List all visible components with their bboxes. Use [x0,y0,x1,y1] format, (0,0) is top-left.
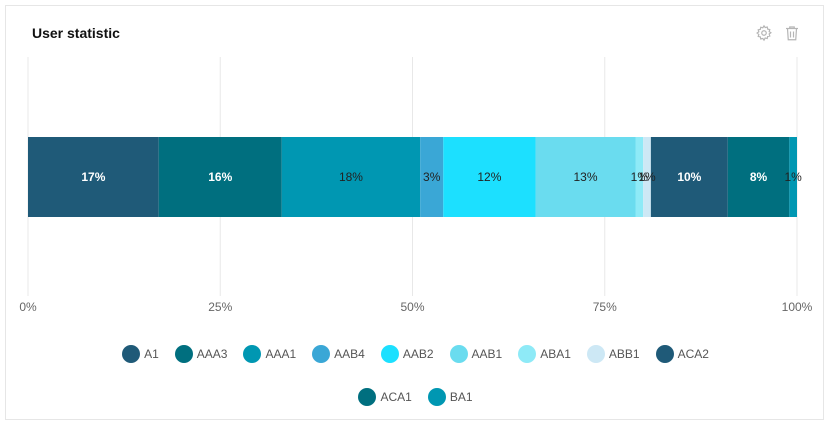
legend-row: ACA1 BA1 [6,387,825,407]
legend-item-ba1[interactable]: BA1 [427,387,473,407]
card-toolbar [753,22,803,44]
data-label: 3% [423,170,441,184]
bar-segment-aca2[interactable] [650,137,728,217]
data-label: 16% [208,170,232,184]
data-label: 1% [638,170,656,184]
trash-icon [786,26,798,41]
x-tick-label: 100% [782,300,813,314]
legend-item-aaa1[interactable]: AAA1 [243,344,296,364]
bar-segment-ba1[interactable] [789,137,797,217]
x-tick-label: 75% [593,300,617,314]
legend-label: ACA2 [677,347,709,361]
legend-label: AAA1 [265,347,297,361]
legend-swatch [449,345,468,363]
data-label: 17% [81,170,105,184]
legend-label: AAB4 [334,347,365,361]
legend-label: AAB1 [471,347,503,361]
legend-label: BA1 [449,390,473,404]
legend-label: AAB2 [402,347,434,361]
legend-swatch [122,345,141,363]
legend-label: ABA1 [540,347,571,361]
bar-segment-aca1[interactable] [727,137,790,217]
data-label: 13% [574,170,598,184]
bar-segment-aaa3[interactable] [158,137,282,217]
legend-item-aca2[interactable]: ACA2 [655,344,709,364]
legend-swatch [427,388,446,406]
gear-icon [756,24,772,42]
data-label: 1% [784,170,802,184]
legend-label: AAA3 [196,347,228,361]
bar-segment-a1[interactable] [28,137,159,217]
x-tick-label: 50% [400,300,424,314]
legend-item-a1[interactable]: A1 [122,344,159,364]
data-label: 12% [477,170,501,184]
legend-item-aab2[interactable]: AAB2 [380,344,434,364]
legend-swatch [655,345,674,363]
delete-button[interactable] [781,22,803,44]
legend-label: ACA1 [380,390,412,404]
legend-label: A1 [144,347,159,361]
legend-swatch [586,345,605,363]
legend-item-aab4[interactable]: AAB4 [312,344,365,364]
legend-item-aab1[interactable]: AAB1 [449,344,503,364]
legend-item-aaa3[interactable]: AAA3 [174,344,228,364]
legend-swatch [518,345,537,363]
x-tick-label: 0% [19,300,37,314]
legend-item-aba1[interactable]: ABA1 [518,344,571,364]
legend-item-aca1[interactable]: ACA1 [358,387,412,407]
legend-swatch [174,345,193,363]
card-title: User statistic [32,25,120,41]
legend-label: ABB1 [608,347,640,361]
chart-legend: A1 AAA3 AAA1 AAB4 AAB2 AAB1 ABA1 ABB1 ACA2 ACA1 BA… [6,344,825,430]
legend-item-abb1[interactable]: ABB1 [586,344,640,364]
data-label: 18% [339,170,363,184]
bar-segment-abb1[interactable] [643,137,651,217]
bar-segment-aab2[interactable] [443,137,536,217]
user-statistic-card: User statistic 0% 25% 50% 75% 100% 17% 16% 18% 3… [5,5,824,420]
stacked-bar-chart: 0% 25% 50% 75% 100%17% 16% 18% 3% 12% 13% 1%1% 10% 8… [19,57,813,314]
legend-swatch [358,388,377,406]
data-label: 1% [631,170,649,184]
legend-swatch [380,345,399,363]
bar-segment-aaa1[interactable] [281,137,421,217]
bar-segment-aab1[interactable] [535,137,636,217]
data-label: 10% [677,170,701,184]
data-label: 8% [750,170,768,184]
bar-segment-aba1[interactable] [635,137,644,217]
legend-row: A1 AAA3 AAA1 AAB4 AAB2 AAB1 ABA1 ABB1 ACA2 [6,344,825,364]
bar-segment-aab4[interactable] [420,137,444,217]
legend-swatch [243,345,262,363]
settings-button[interactable] [753,22,775,44]
legend-swatch [312,345,331,363]
x-tick-label: 25% [208,300,232,314]
